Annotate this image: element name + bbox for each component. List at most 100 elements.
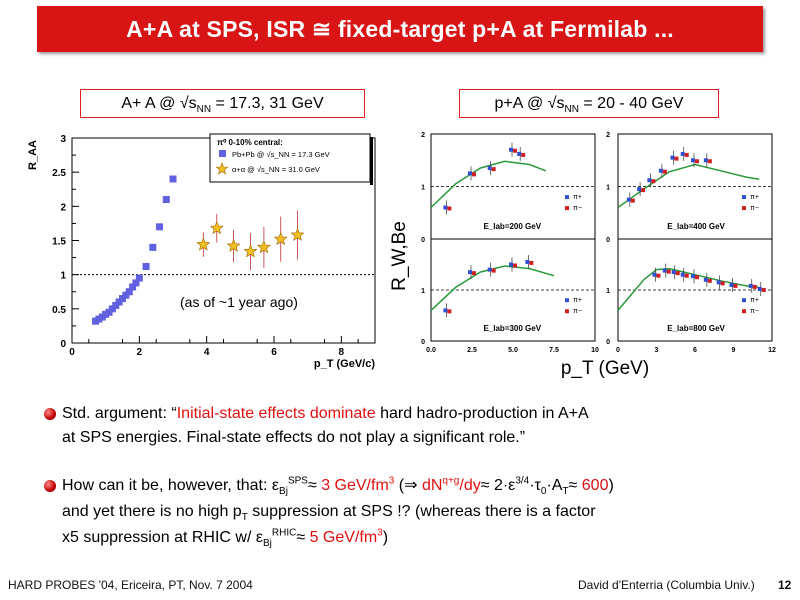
slide-title: A+A at SPS, ISR ≅ fixed-target p+A at Fe… <box>126 15 674 42</box>
legend-box <box>209 133 371 183</box>
y-tick-label: 0 <box>60 339 66 350</box>
legend-entry-aa: α+α @ √s_NN = 31.0 GeV <box>232 165 320 174</box>
pi-minus-point <box>641 188 646 193</box>
pi-plus-point <box>658 168 663 173</box>
legend-marker-pi-minus <box>565 206 569 211</box>
panel-label: E_lab=300 GeV <box>483 324 541 333</box>
legend-marker-pi-plus <box>742 195 746 200</box>
pi-minus-point <box>447 206 452 211</box>
legend-marker-pi-minus <box>742 309 746 314</box>
pbpb-point <box>149 243 157 251</box>
pi-minus-point <box>666 269 671 274</box>
pi-plus-point <box>703 277 708 282</box>
x-tick-label: 12 <box>768 347 776 354</box>
x-tick-label: 4 <box>204 347 210 358</box>
title-bar: A+A at SPS, ISR ≅ fixed-target p+A at Fe… <box>37 6 763 52</box>
x-tick-label: 10 <box>591 347 599 354</box>
pi-minus-point <box>513 263 517 268</box>
x-tick-label: 0.0 <box>426 347 436 354</box>
pbpb-point <box>125 288 133 296</box>
y-tick-label: 0 <box>606 339 610 346</box>
pi-minus-point <box>491 268 496 273</box>
pi-plus-point <box>703 158 708 163</box>
aa-point <box>256 239 271 254</box>
pi-plus-point <box>757 286 762 291</box>
pi-plus-point <box>468 171 472 176</box>
pi-minus-point <box>761 287 766 292</box>
aa-point <box>243 244 258 258</box>
pi-minus-point <box>675 271 680 276</box>
legend-entry-pi-minus: π− <box>573 308 582 315</box>
pbpb-point <box>135 274 143 282</box>
legend-entry-pi-plus: π+ <box>573 194 582 201</box>
x-tick-label: 0 <box>69 347 75 358</box>
legend-marker-pi-plus <box>565 298 569 303</box>
legend-entry-pi-minus: π− <box>750 308 759 315</box>
pi-plus-point <box>691 158 695 163</box>
raa-plot: 0 0.5 1 1.5 2 2.5 3 0 2 4 6 8p_T (GeV/c) R_AA π⁰ 0-1… <box>27 133 376 370</box>
x-tick-label: 3 <box>655 347 659 354</box>
pi-minus-point <box>720 281 725 286</box>
y-tick-label: 1 <box>421 185 425 192</box>
pi-plus-point <box>637 187 642 192</box>
y-tick-label: 1.5 <box>52 237 66 248</box>
x-tick-label: 9 <box>732 347 736 354</box>
pi-minus-point <box>695 275 699 280</box>
aa-point <box>273 231 288 246</box>
legend-entry-pi-plus: π+ <box>750 297 759 304</box>
aa-point <box>196 237 211 251</box>
pi-plus-point <box>509 147 513 152</box>
y-tick-label: 0 <box>606 237 610 244</box>
theory-curve <box>617 267 760 311</box>
footer-author: David d'Enterria (Columbia Univ.) <box>578 578 755 592</box>
pi-minus-point <box>630 198 635 203</box>
aa-point <box>290 227 305 241</box>
legend-shadow <box>370 137 373 185</box>
pi-minus-point <box>707 159 712 164</box>
pbpb-point <box>156 223 164 231</box>
pi-minus-point <box>529 260 534 265</box>
y-tick-label: 2.5 <box>52 168 66 179</box>
pbpb-point <box>162 196 170 203</box>
y-tick-label: 2 <box>60 202 66 213</box>
pi-minus-point <box>674 156 679 161</box>
pi-minus-point <box>472 271 476 276</box>
y-tick-label: 0.5 <box>52 305 66 316</box>
pi-minus-point <box>684 273 689 278</box>
legend-entry-pi-minus: π− <box>573 205 582 212</box>
pi-plus-point <box>509 262 513 267</box>
pi-plus-point <box>525 259 530 264</box>
pi-plus-point <box>487 267 492 272</box>
pi-minus-point <box>521 152 526 157</box>
pi-minus-point <box>662 169 667 174</box>
page-number: 12 <box>778 578 792 592</box>
y-tick-label: 2 <box>606 132 610 139</box>
theory-curve <box>430 160 547 209</box>
pi-minus-point <box>513 148 517 153</box>
y-tick-label: 1 <box>60 271 66 282</box>
right-plot-label: p+A @ √sNN = 20 - 40 GeV <box>459 89 719 118</box>
legend-marker-pi-plus <box>565 195 569 200</box>
pi-minus-point <box>447 309 452 314</box>
pbpb-point <box>169 175 177 183</box>
y-tick-label: 0 <box>421 339 425 346</box>
legend-marker-pi-minus <box>742 206 746 211</box>
x-tick-label: 8 <box>339 347 345 358</box>
x-tick-label: 2.5 <box>467 347 477 354</box>
legend-entry-pi-plus: π+ <box>573 297 582 304</box>
x-axis-label: p_T (GeV) <box>561 358 649 379</box>
panel-label: E_lab=800 GeV <box>667 324 725 333</box>
pi-minus-point <box>684 152 689 157</box>
legend-marker-aa <box>215 162 229 175</box>
theory-curve <box>617 163 760 209</box>
pi-plus-point <box>647 178 652 183</box>
pi-plus-point <box>680 151 685 156</box>
pi-minus-point <box>491 167 496 172</box>
x-tick-label: 5.0 <box>508 347 518 354</box>
pbpb-point <box>129 283 137 291</box>
bullet-text-1: Std. argument: “Initial-state effects do… <box>62 405 589 446</box>
y-tick-label: 1 <box>421 288 425 295</box>
pi-plus-point <box>671 270 676 275</box>
legend-entry-pi-plus: π+ <box>750 194 759 201</box>
legend-entry-pbpb: Pb+Pb @ √s_NN = 17.3 GeV <box>232 150 330 159</box>
